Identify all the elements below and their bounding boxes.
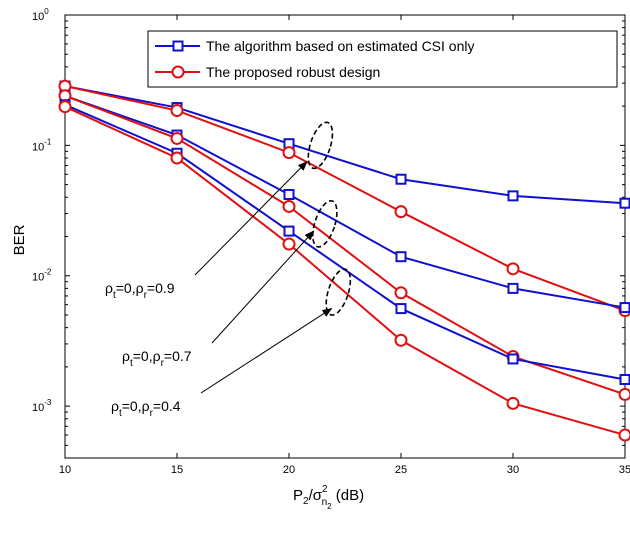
x-tick-label: 25 [395, 464, 407, 476]
x-tick-label: 15 [171, 464, 183, 476]
annotation-sub-r: r [150, 408, 154, 419]
y-tick-base: 10 [32, 272, 44, 284]
data-point [283, 225, 295, 237]
annotation-layer: ρt=0,ρr=0.9ρt=0,ρr=0.7ρt=0,ρr=0.4 [105, 121, 352, 419]
x-tick-label: 20 [283, 464, 295, 476]
y-tick-exponent: 0 [44, 7, 49, 16]
x-tick-label: 10 [59, 464, 71, 476]
x-axis-label: P2/σ2 n2 (dB) [293, 484, 364, 511]
group-ellipse [307, 121, 334, 170]
data-point [170, 151, 184, 165]
x-label-main: P [293, 487, 303, 504]
y-axis-label: BER [11, 224, 28, 255]
y-tick-base: 10 [32, 141, 44, 153]
data-point [395, 303, 407, 315]
data-point [506, 262, 520, 276]
annotation-arrow [211, 230, 315, 344]
annotation-rho: ρ [105, 280, 113, 296]
data-point [506, 396, 520, 410]
annotation-value: =0.4 [153, 398, 181, 414]
y-tick-label: 10-3 [32, 398, 52, 414]
legend-entry: The algorithm based on estimated CSI onl… [155, 38, 474, 54]
legend: The algorithm based on estimated CSI onl… [147, 30, 618, 88]
annotation-value: =0.9 [147, 280, 175, 296]
data-point [507, 190, 519, 202]
series-layer [58, 79, 630, 442]
data-point [507, 282, 519, 294]
y-tick-base: 10 [32, 402, 44, 414]
series-robust-rho-04 [58, 100, 630, 442]
x-label-sub3: 2 [327, 502, 332, 511]
annotation-rho: ρ [122, 348, 130, 364]
annotation-arrow [200, 308, 333, 394]
data-point [619, 302, 630, 314]
data-point [507, 353, 519, 365]
data-point [395, 173, 407, 185]
x-tick-label: 30 [507, 464, 519, 476]
plot-area [64, 14, 626, 459]
legend-entry: The proposed robust design [155, 64, 380, 80]
legend-label: The algorithm based on estimated CSI onl… [206, 38, 474, 54]
y-tick-label: 10-2 [32, 268, 52, 284]
series-line [64, 94, 626, 309]
annotation-arrow [194, 160, 308, 276]
x-label-sup: 2 [322, 484, 328, 495]
data-point [395, 251, 407, 263]
annotation-sub-r: r [161, 358, 165, 369]
annotation-sub-t: t [113, 290, 116, 301]
annotation-sub-t: t [130, 358, 133, 369]
legend-label: The proposed robust design [206, 64, 380, 80]
data-point [170, 104, 184, 118]
y-tick-label: 10-1 [32, 137, 52, 153]
data-point [394, 333, 408, 347]
annotation-label: ρt=0,ρr=0.7 [122, 348, 192, 369]
y-tick-exponent: -3 [44, 398, 52, 407]
annotation-rho: ρ [111, 398, 119, 414]
annotation-mid: =0,ρ [133, 348, 161, 364]
series-line [64, 105, 626, 437]
data-point [619, 374, 630, 386]
legend-entries: The algorithm based on estimated CSI onl… [155, 38, 474, 80]
annotation-label: ρt=0,ρr=0.4 [111, 398, 181, 419]
legend-box [147, 30, 618, 88]
x-label-sub2: n [322, 497, 328, 508]
series-robust-rho-09 [58, 79, 630, 318]
annotation-sub-t: t [119, 408, 122, 419]
annotation-mid: =0,ρ [122, 398, 150, 414]
x-label-sub1: 2 [303, 496, 309, 507]
x-tick-label: 35 [619, 464, 630, 476]
data-point [619, 197, 630, 209]
data-point [58, 100, 72, 114]
data-point [282, 199, 296, 213]
legend-marker [172, 40, 184, 52]
group-ellipse [311, 200, 338, 248]
y-tick-exponent: -2 [44, 268, 52, 277]
series-line [64, 85, 626, 205]
y-tick-base: 10 [32, 11, 44, 23]
data-point [283, 188, 295, 200]
data-point [282, 237, 296, 251]
data-point [394, 205, 408, 219]
x-label-unit: (dB) [332, 487, 365, 504]
data-point [618, 387, 630, 401]
data-point [394, 286, 408, 300]
annotation-sub-r: r [144, 290, 148, 301]
data-point [282, 146, 296, 160]
y-tick-exponent: -1 [44, 137, 52, 146]
annotation-value: =0.7 [164, 348, 192, 364]
annotation-mid: =0,ρ [116, 280, 144, 296]
series-line [64, 85, 626, 312]
legend-marker [171, 65, 185, 79]
x-label-slash: /σ [309, 487, 323, 504]
data-point [170, 131, 184, 145]
data-point [618, 428, 630, 442]
annotation-label: ρt=0,ρr=0.9 [105, 280, 175, 301]
y-tick-label: 100 [32, 7, 49, 23]
